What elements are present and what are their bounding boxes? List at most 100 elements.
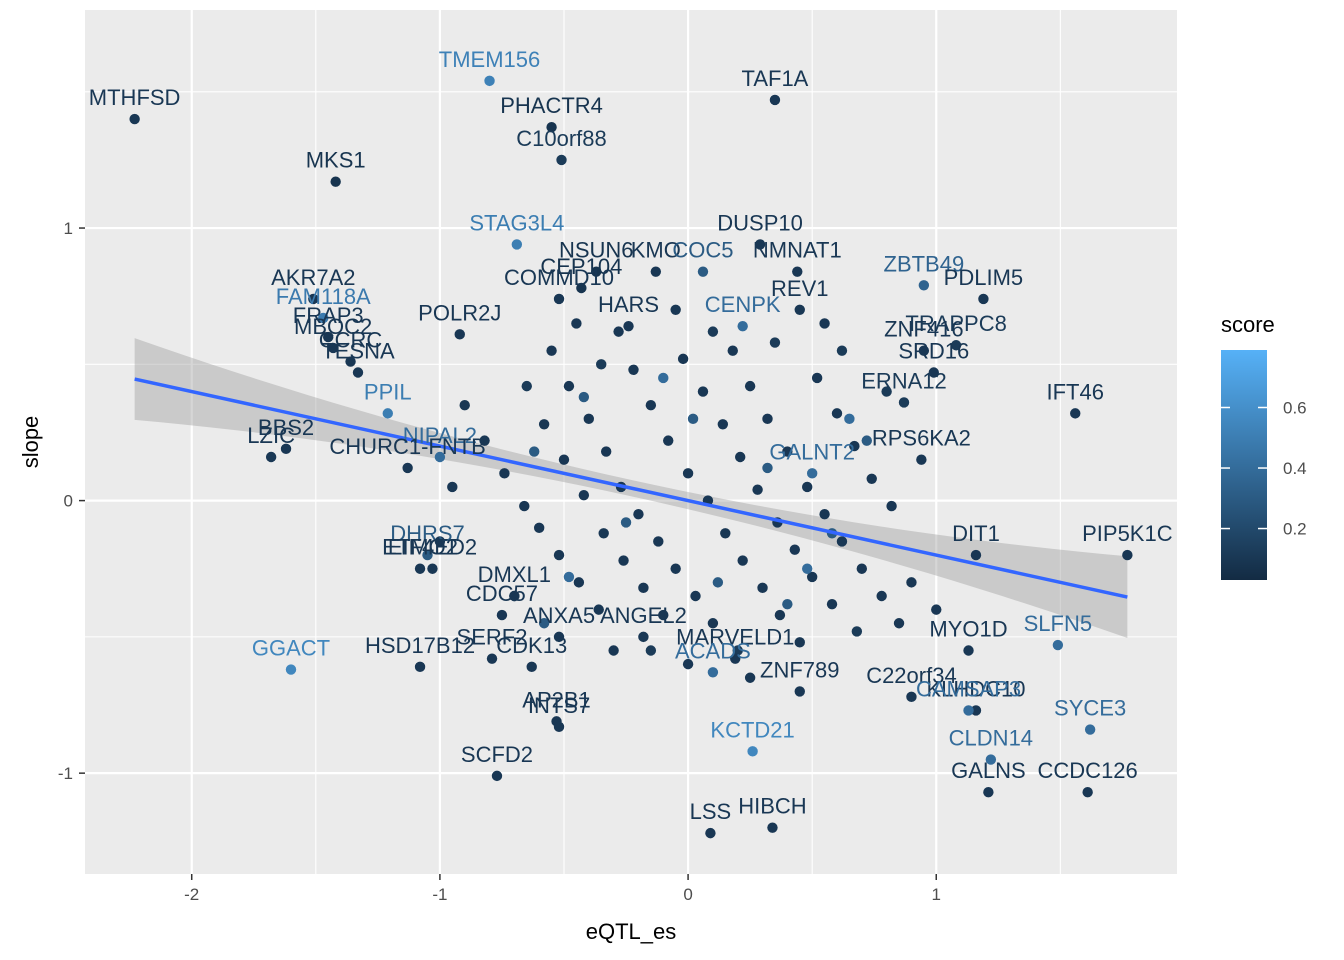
data-point bbox=[571, 318, 582, 329]
point-label: KCTD21 bbox=[710, 717, 794, 742]
data-point bbox=[459, 400, 470, 411]
data-point bbox=[323, 331, 334, 343]
point-label: CCDC126 bbox=[1038, 758, 1138, 783]
data-point bbox=[447, 481, 458, 493]
point-label: AKR7A2 bbox=[271, 265, 355, 290]
point-label: DHRS7 bbox=[390, 521, 465, 546]
point-label: DIT1 bbox=[952, 521, 1000, 546]
data-point bbox=[866, 473, 877, 484]
point-label: COC5 bbox=[672, 238, 733, 263]
point-label: KLHDC10 bbox=[926, 676, 1025, 701]
data-point bbox=[1122, 549, 1133, 561]
point-label: ETMO2 bbox=[382, 535, 458, 560]
data-point bbox=[402, 462, 413, 474]
point-labels: MTHFSD TMEM156 TAF1A PHACTR4 C10orf88 MKS1 STA… bbox=[89, 47, 1173, 824]
data-point bbox=[918, 280, 930, 291]
y-tick-label: 1 bbox=[64, 219, 73, 238]
point-label: CEP104 bbox=[540, 254, 622, 279]
data-point bbox=[735, 451, 746, 463]
data-point bbox=[650, 266, 662, 277]
data-point bbox=[486, 653, 498, 664]
point-label: PIP5K1C bbox=[1082, 521, 1173, 546]
data-point bbox=[916, 454, 927, 465]
data-point bbox=[819, 318, 830, 329]
data-point bbox=[591, 266, 602, 277]
point-label: COMMD10 bbox=[504, 265, 614, 290]
legend-ticks: 0.2 0.4 0.6 bbox=[1221, 399, 1307, 539]
data-point bbox=[769, 94, 781, 106]
data-point bbox=[792, 266, 803, 277]
regression-line-layer bbox=[134, 377, 1128, 599]
data-point bbox=[1084, 724, 1096, 735]
data-point bbox=[861, 435, 872, 446]
data-point bbox=[831, 408, 843, 419]
point-label: ZNF789 bbox=[760, 657, 839, 682]
point-label: ZNF416 bbox=[884, 317, 963, 342]
x-tick-label: -2 bbox=[184, 885, 199, 904]
data-point bbox=[819, 509, 830, 520]
y-axis-title: slope bbox=[18, 416, 43, 469]
data-point bbox=[762, 462, 773, 474]
point-label: CHURC1-FNTB bbox=[329, 434, 485, 459]
x-tick-label: -1 bbox=[432, 885, 447, 904]
data-point bbox=[618, 555, 629, 566]
data-point bbox=[794, 686, 805, 697]
point-label: C22orf34 bbox=[866, 663, 957, 688]
data-point bbox=[352, 367, 364, 378]
data-point bbox=[697, 266, 709, 277]
data-point bbox=[802, 563, 813, 574]
point-label: HARS bbox=[598, 292, 659, 317]
data-point bbox=[970, 705, 982, 716]
data-point bbox=[600, 446, 612, 457]
legend-title: score bbox=[1221, 312, 1275, 337]
point-label: MBOC2 bbox=[294, 314, 372, 339]
legend-tick-label: 0.2 bbox=[1283, 520, 1307, 539]
data-point bbox=[893, 618, 905, 629]
point-label: PPIL bbox=[364, 379, 412, 404]
data-point bbox=[638, 582, 649, 594]
data-point bbox=[553, 631, 565, 643]
data-point bbox=[712, 577, 724, 588]
data-point bbox=[687, 413, 699, 425]
data-point bbox=[608, 645, 619, 656]
data-point bbox=[434, 536, 446, 547]
point-label: RPS6KA2 bbox=[872, 426, 971, 451]
data-point bbox=[789, 544, 800, 555]
data-point bbox=[705, 827, 716, 839]
data-point bbox=[511, 239, 523, 250]
data-point bbox=[963, 705, 974, 716]
data-point bbox=[931, 604, 942, 615]
data-point bbox=[836, 345, 848, 356]
data-point bbox=[546, 121, 557, 133]
data-point bbox=[330, 176, 341, 187]
point-label: GALNT2 bbox=[769, 439, 855, 464]
data-point bbox=[744, 380, 756, 392]
data-point bbox=[802, 481, 813, 493]
data-point bbox=[782, 446, 793, 457]
point-label: ZBTB49 bbox=[884, 251, 965, 276]
data-point bbox=[509, 590, 520, 602]
data-point bbox=[645, 400, 657, 411]
data-points bbox=[129, 75, 1133, 839]
point-label: CENPK bbox=[705, 292, 781, 317]
data-point bbox=[983, 787, 994, 798]
data-point bbox=[876, 590, 887, 602]
data-point bbox=[906, 691, 917, 703]
data-point bbox=[757, 582, 768, 594]
point-label: GALNS bbox=[951, 758, 1026, 783]
data-point bbox=[538, 618, 550, 629]
data-point bbox=[519, 500, 530, 512]
point-label: ERNA12 bbox=[861, 368, 947, 393]
data-point bbox=[881, 386, 892, 397]
data-point bbox=[752, 484, 763, 495]
data-point bbox=[578, 391, 590, 403]
point-label: MARVELD1 bbox=[676, 625, 794, 650]
point-label: FAM118A bbox=[276, 284, 371, 309]
data-point bbox=[697, 386, 709, 397]
data-point bbox=[645, 645, 657, 656]
data-point bbox=[454, 329, 465, 340]
point-label: FRAP3 bbox=[293, 303, 364, 328]
point-label: PDLIM5 bbox=[944, 265, 1023, 290]
point-label: NIPAL2 bbox=[403, 423, 477, 448]
point-label: CDK13 bbox=[496, 633, 567, 658]
